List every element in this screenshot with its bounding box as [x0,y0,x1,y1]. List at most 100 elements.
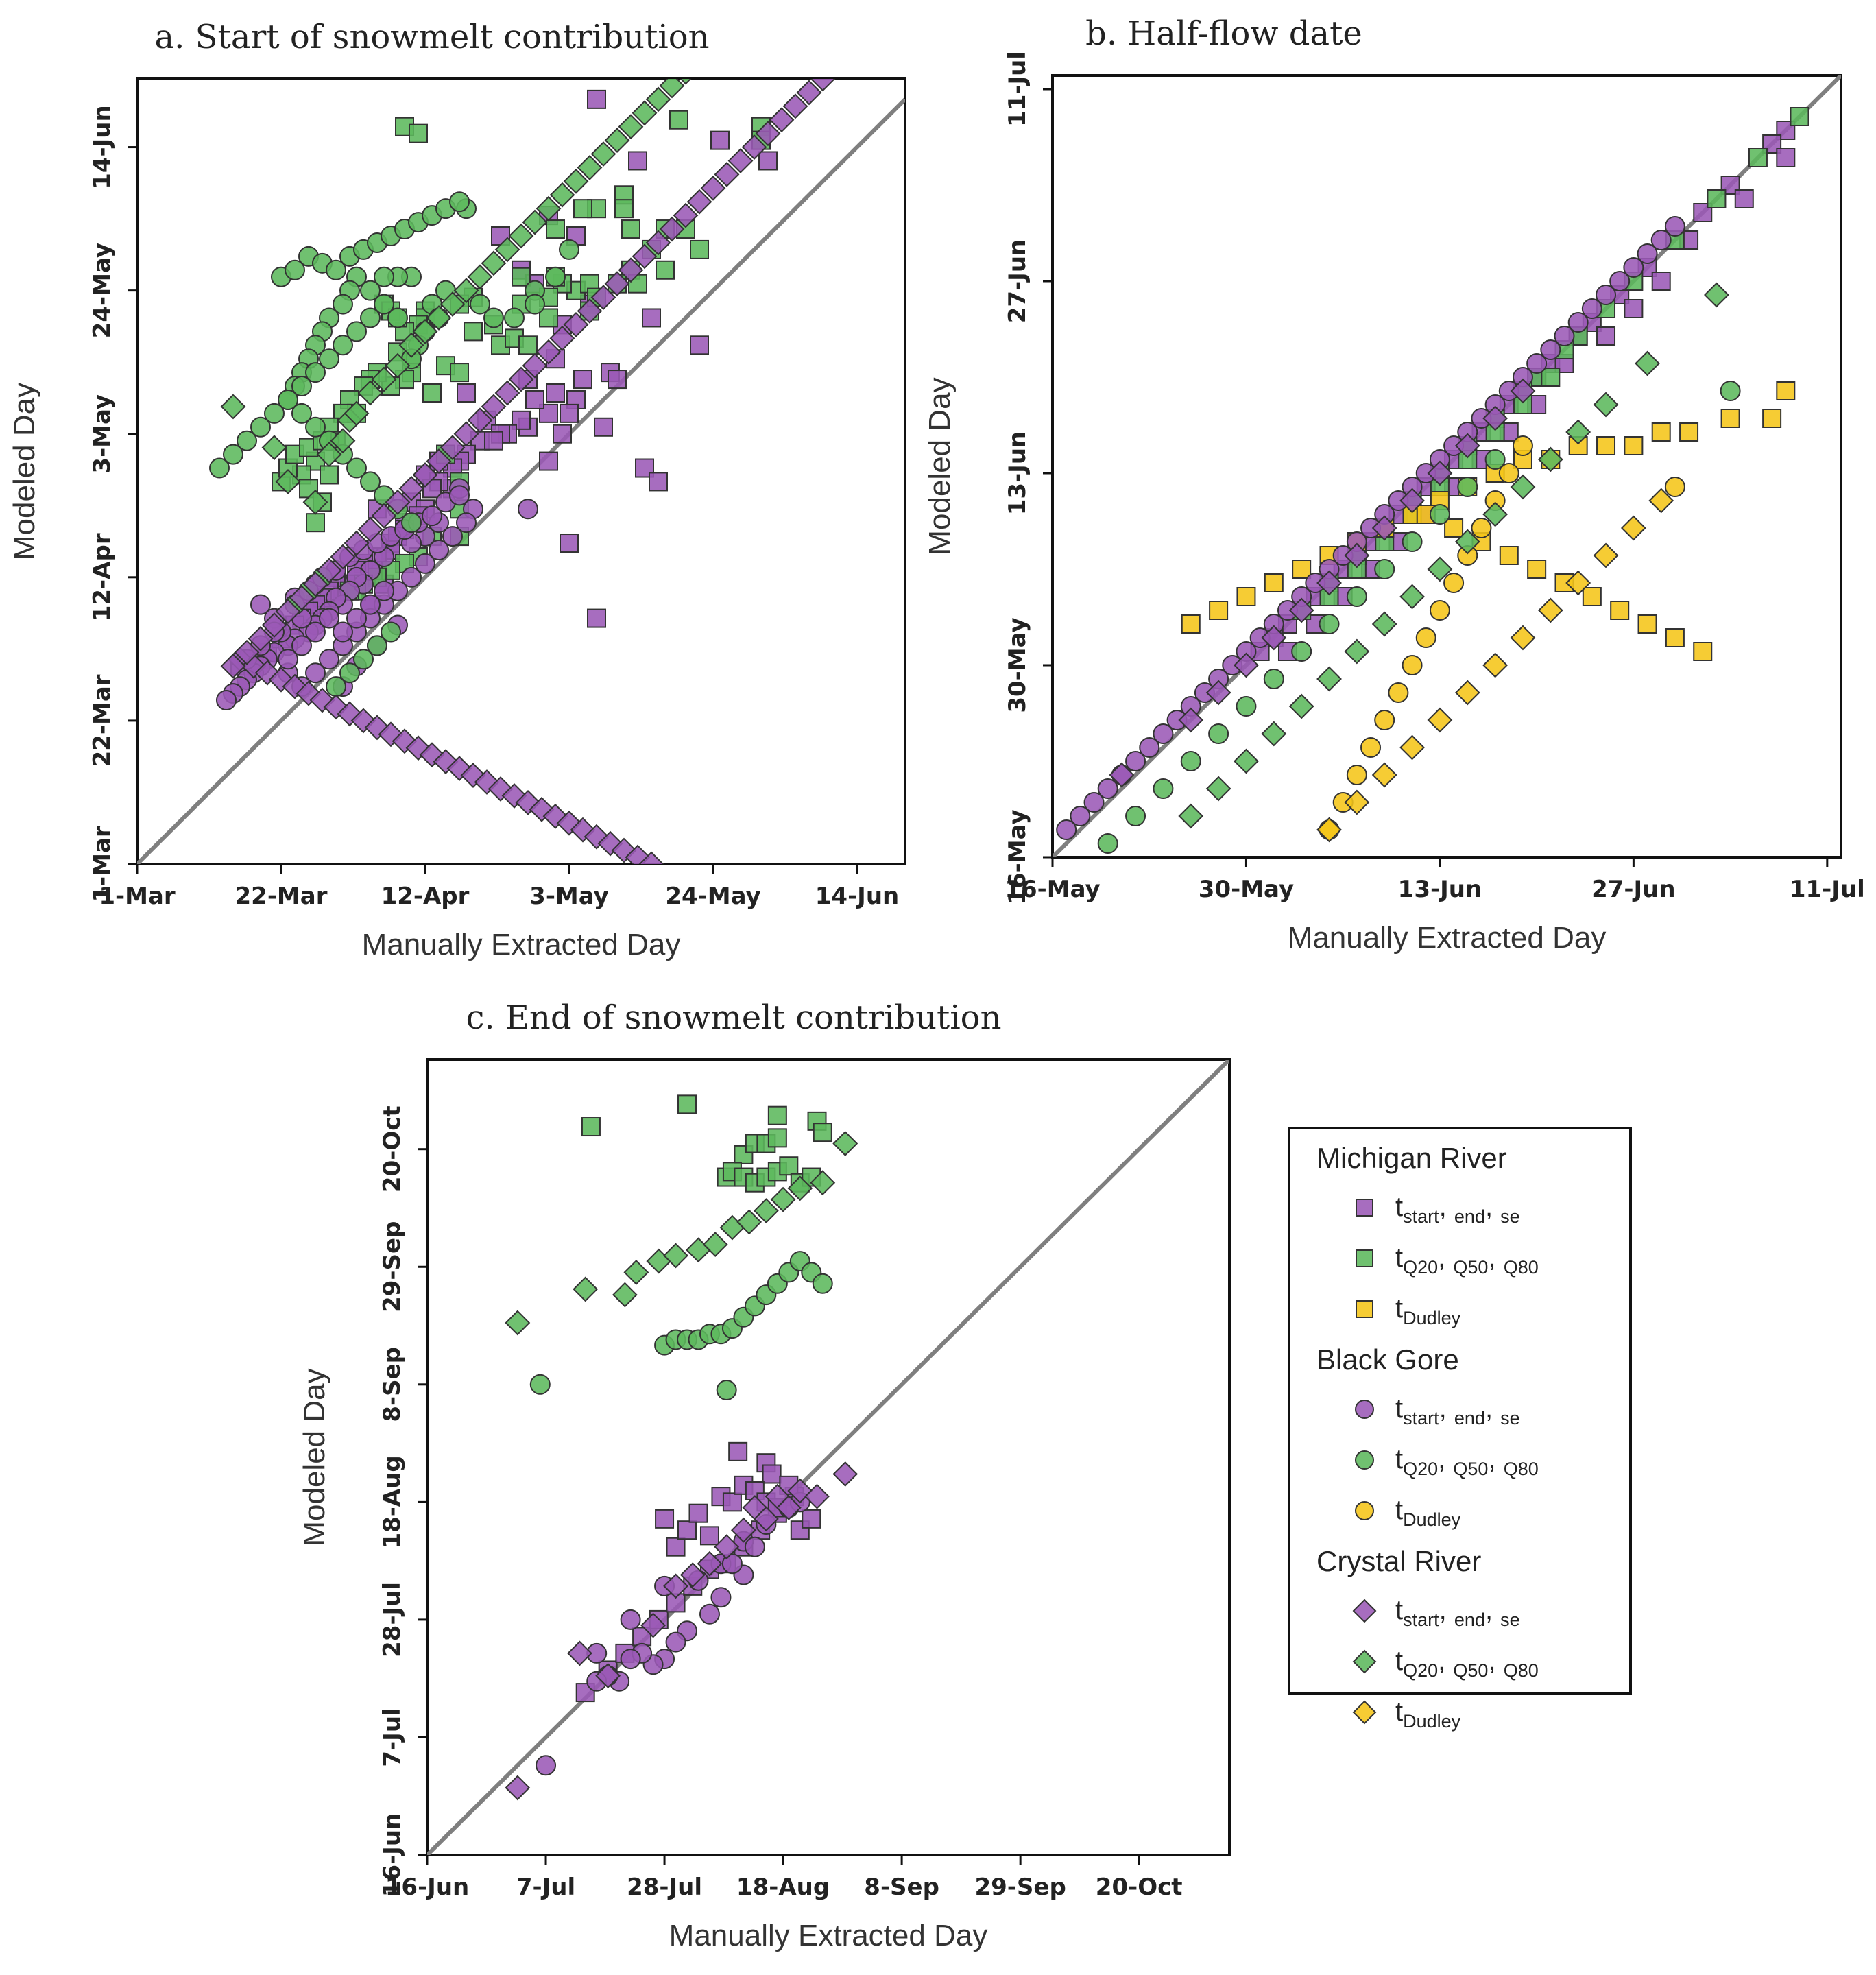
data-point-diamond [663,1243,688,1269]
data-point-circle [1346,586,1367,607]
data-point-circle [449,485,470,506]
data-point-diamond [852,26,876,49]
data-point-diamond [426,305,452,331]
legend-marker-diamond [1352,1649,1377,1674]
x-axis-label-c: Manually Extracted Day [669,1919,988,1952]
data-point-diamond [275,599,301,625]
data-point-diamond [595,1663,621,1689]
data-point-diamond [1593,542,1619,568]
one-to-one-line-a [137,97,905,864]
y-tick-label: 16-May [1004,809,1031,905]
data-point-diamond [736,1209,762,1235]
legend-marker-diamond [1352,1700,1377,1725]
data-point-circle [1484,449,1506,470]
data-point-diamond [714,161,740,187]
data-point-circle [1180,751,1201,771]
data-point-circle [1720,381,1741,401]
x-tick-label: 11-Jul [1790,876,1865,903]
data-point-diamond [810,79,836,92]
data-point-circle [278,649,298,670]
data-point-diamond [645,86,671,112]
data-point-square [299,479,318,499]
data-point-diamond [563,312,589,337]
data-point-circle [1319,614,1340,634]
data-point-square [409,123,428,143]
data-point-square [1720,409,1740,428]
data-point-square [690,239,709,259]
data-point-circle [1153,723,1174,744]
y-tick-label: 24-May [88,243,116,338]
data-point-diamond [467,264,493,290]
data-points-c [505,1094,858,1801]
data-point-diamond [1261,625,1287,651]
data-point-square [1209,601,1229,620]
data-point-circle [209,457,230,479]
data-point-square [628,151,647,171]
x-tick-label: 12-Apr [381,883,470,910]
data-point-diamond [729,5,752,29]
data-point-circle [250,594,271,615]
data-point-square [722,1492,742,1512]
data-point-diamond [714,1534,740,1560]
data-point-diamond [563,168,589,194]
data-point-diamond [590,285,616,311]
data-point-circle [1443,573,1465,593]
data-point-circle [360,594,381,615]
data-point-diamond [426,448,452,474]
data-point-square [1610,601,1630,620]
y-tick-label: 16-Jun [378,1813,406,1898]
data-point-square [539,451,558,471]
data-point-circle [346,321,367,342]
data-point-square [608,370,627,390]
data-point-square [560,534,579,553]
data-point-diamond [1620,515,1646,541]
legend-entry-label: tQ20, Q50, Q80 [1395,1444,1539,1479]
data-point-diamond [663,1573,688,1599]
data-point-square [677,1520,697,1540]
data-point-diamond [344,530,370,556]
data-point-square [1624,436,1644,455]
y-tick-label: 20-Oct [378,1105,406,1193]
data-point-circle [744,1536,765,1557]
x-tick-label: 7-Jul [516,1874,575,1901]
x-tick-label: 1-Mar [99,883,176,910]
data-point-circle [291,403,312,424]
data-point-circle [333,621,353,643]
data-point-diamond [782,93,808,119]
data-point-circle [381,621,401,643]
data-point-circle [374,580,394,601]
data-point-diamond [604,271,630,297]
data-point-circle [504,307,525,328]
legend-marker-square [1356,1249,1373,1267]
data-point-diamond [440,291,466,317]
data-point-diamond [1316,666,1342,692]
data-point-diamond [618,114,644,140]
x-tick-label: 16-May [1005,876,1100,903]
data-point-circle [305,362,326,383]
data-point-diamond [385,489,411,515]
data-point-diamond [1427,460,1453,486]
data-point-diamond [839,40,862,63]
data-point-circle [449,191,470,213]
data-point-diamond [810,1170,836,1196]
data-point-circle [387,307,408,328]
data-point-circle [1125,806,1146,826]
data-point-circle [1471,518,1492,538]
data-point-circle [429,540,449,560]
data-point-circle [483,307,504,328]
legend-entry-label: tDudley [1395,1697,1461,1732]
data-point-diamond [302,571,328,597]
data-point-diamond [1205,776,1231,802]
data-point-diamond [577,298,603,324]
y-axis-label-a: Modeled Day [8,383,41,560]
chart-panel-b: b. Half-flow date 16-May 30-May 13-Jun 27-Ju… [923,14,1865,955]
data-point-circle [367,635,387,656]
x-tick-label: 29-Sep [974,1874,1066,1901]
data-point-square [813,1123,832,1142]
data-point-circle [360,471,381,492]
chart-panel-c: c. End of snowmelt contribution 16-Jun 7-J… [298,998,1231,1952]
data-point-diamond [357,380,383,406]
data-point-diamond [1234,652,1259,678]
y-tick-label: 14-Jun [88,105,116,189]
data-point-square [1651,422,1671,442]
